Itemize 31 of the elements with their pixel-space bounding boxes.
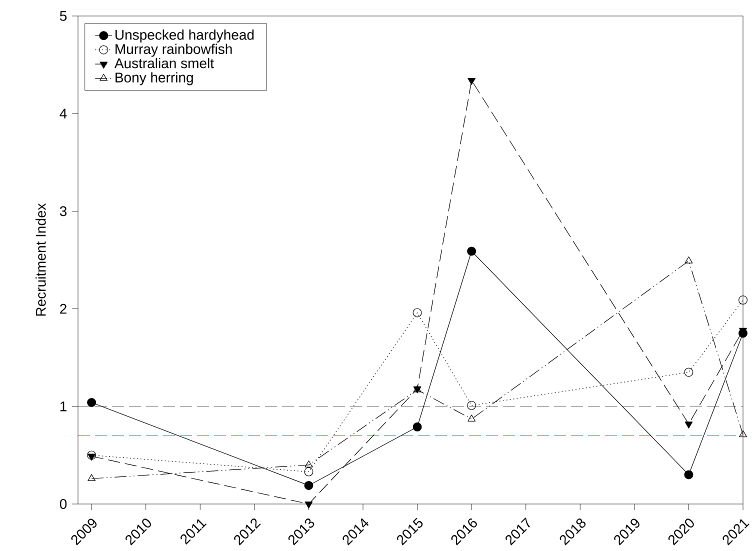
point — [412, 308, 422, 318]
y-tick-label: 5 — [60, 11, 67, 21]
legend-label: Unspecked hardyhead — [116, 30, 254, 43]
y-tick-label: 0 — [60, 499, 67, 509]
point — [738, 296, 748, 305]
point — [87, 450, 96, 460]
y-tick-label: 1 — [60, 402, 66, 412]
point — [88, 474, 96, 482]
point — [304, 502, 313, 508]
point — [468, 414, 476, 422]
point — [304, 480, 314, 490]
point — [467, 246, 476, 256]
point — [468, 78, 476, 85]
legend-label: Australian smelt — [114, 58, 214, 68]
point — [304, 460, 313, 468]
y-tick-label: 3 — [60, 206, 67, 216]
y-axis-title: Recruitment Index — [36, 203, 46, 316]
legend-label: Bony herring — [116, 72, 193, 86]
point — [684, 470, 694, 480]
point — [684, 256, 693, 264]
point — [684, 368, 694, 377]
point — [304, 467, 314, 476]
point — [412, 422, 422, 432]
point — [467, 400, 476, 410]
y-tick-label: 4 — [60, 108, 67, 118]
point — [684, 422, 693, 428]
point — [88, 454, 96, 461]
y-tick-label: 2 — [60, 304, 66, 314]
point — [739, 430, 747, 438]
point — [87, 398, 96, 407]
legend-label: Murray rainbowfish — [116, 44, 232, 57]
